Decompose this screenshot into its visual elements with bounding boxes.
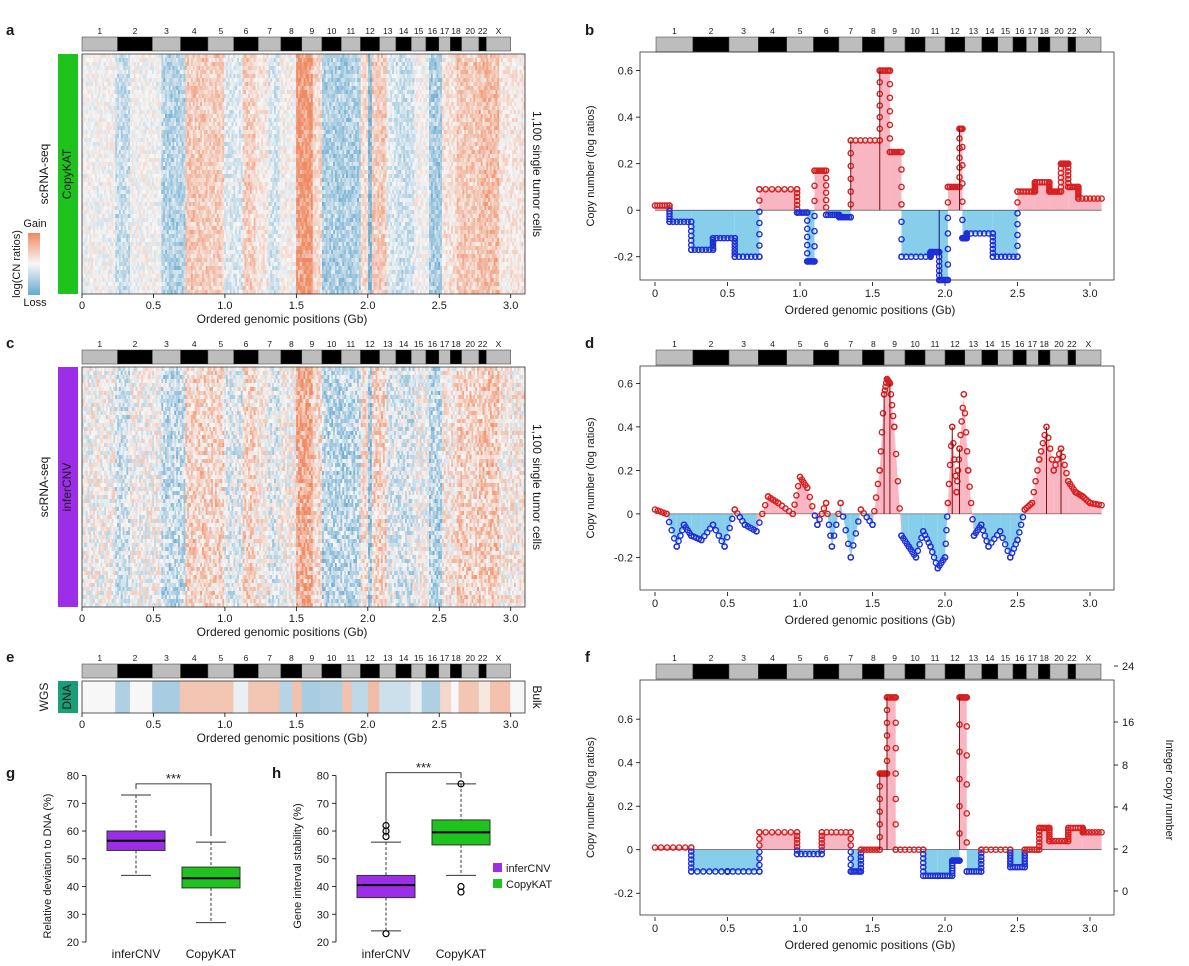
chromosome-label: 4: [192, 26, 197, 36]
chromosome-label: 2: [133, 26, 138, 36]
chromosome-band: [258, 37, 281, 51]
chromosome-band: [181, 37, 208, 51]
chromosome-label: 5: [218, 26, 223, 36]
chromosome-label: 15: [414, 26, 424, 36]
chromosome-label: 18: [451, 26, 461, 36]
chromosome-label: 17: [440, 26, 450, 36]
chromosome-band: [82, 37, 118, 51]
chromosome-band: [361, 37, 380, 51]
chromosome-band: [118, 37, 153, 51]
chromosome-label: 8: [289, 26, 294, 36]
chromosome-band: [450, 37, 461, 51]
chromosome-band: [208, 37, 234, 51]
chromosome-band: [479, 37, 486, 51]
chromosome-band: [462, 37, 479, 51]
chromosome-label: 9: [309, 26, 314, 36]
chromosome-band: [411, 37, 426, 51]
chromosome-band: [302, 37, 322, 51]
chromosome-label: 7: [267, 26, 272, 36]
chromosome-label: 12: [365, 26, 375, 36]
heatmap-cells: [82, 54, 525, 294]
chromosome-band: [439, 37, 451, 51]
chromosome-band: [322, 37, 341, 51]
chromosome-label: 16: [428, 26, 438, 36]
chromosome-label: 10: [327, 26, 337, 36]
panel-a: a 1 2 3 4 5 6 7 8 9 10 11 12 13 14 15 16 17 18 20 22 XCopyKAT…: [6, 22, 544, 326]
chromosome-label: 3: [164, 26, 169, 36]
chromosome-band: [234, 37, 258, 51]
method-label: CopyKAT: [60, 148, 74, 199]
chromosome-label: 1: [97, 26, 102, 36]
chromosome-band: [486, 37, 510, 51]
row-label: scRNA-seq: [37, 144, 51, 205]
panel-letter: a: [6, 22, 15, 39]
chromosome-band: [341, 37, 360, 51]
chromosome-band: [380, 37, 396, 51]
chromosome-label: 22: [478, 26, 488, 36]
chromosome-label: 6: [244, 26, 249, 36]
figure: a 1 2 3 4 5 6 7 8 9 10 11 12 13 14 15 16 17 18 20 22 XCopyKAT…: [0, 0, 1189, 966]
chromosome-band: [426, 37, 439, 51]
chromosome-label: 11: [346, 26, 355, 36]
chromosome-band: [281, 37, 302, 51]
chromosome-label: 13: [383, 26, 393, 36]
chromosome-label: 20: [466, 26, 476, 36]
chromosome-label: 14: [399, 26, 409, 36]
chromosome-label: X: [496, 26, 502, 36]
chromosome-band: [152, 37, 180, 51]
chromosome-band: [396, 37, 411, 51]
